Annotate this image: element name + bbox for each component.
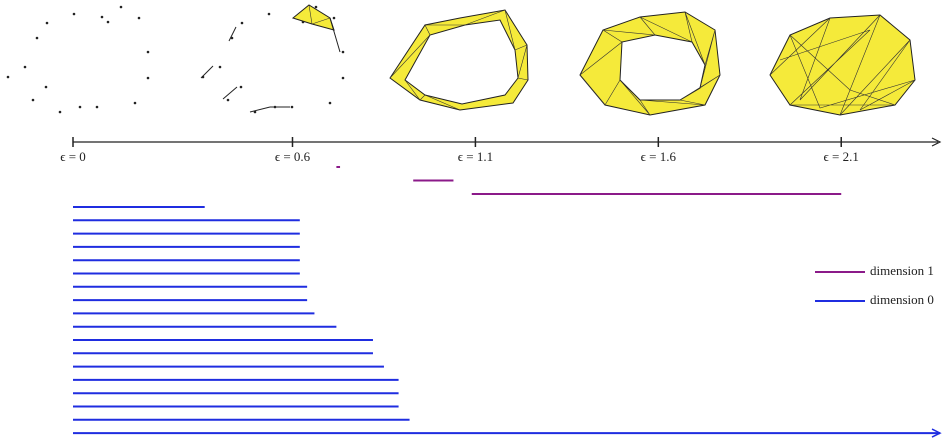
complex-1 (200, 4, 345, 114)
x-tick-label: ϵ = 2.1 (824, 149, 859, 164)
x-tick-label: ϵ = 0 (60, 149, 86, 164)
legend-label: dimension 0 (870, 292, 934, 307)
legend-label: dimension 1 (870, 263, 934, 278)
complex-4 (769, 14, 916, 116)
x-tick-label: ϵ = 0.6 (275, 149, 311, 164)
complex-2 (389, 9, 529, 111)
bar-arrow (931, 428, 942, 438)
x-tick-label: ϵ = 1.1 (458, 149, 493, 164)
complex-3 (579, 11, 721, 116)
x-tick-label: ϵ = 1.6 (641, 149, 677, 164)
axis-arrow (931, 137, 942, 147)
complex-0 (6, 5, 150, 114)
